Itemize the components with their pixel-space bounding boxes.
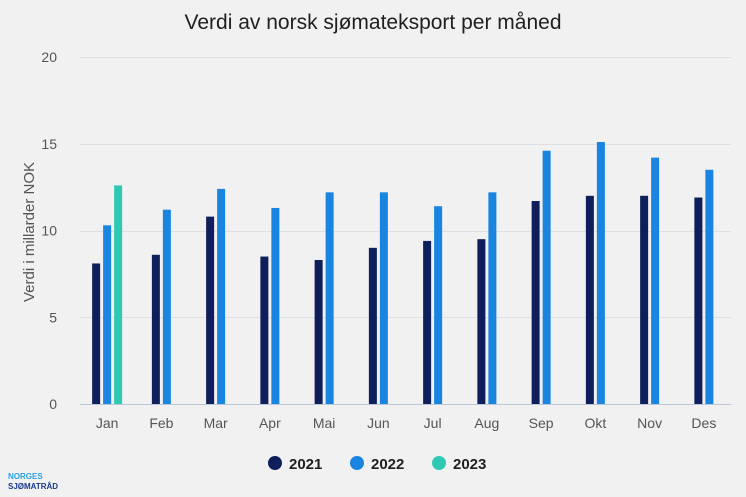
x-tick-label: Mar	[204, 415, 228, 431]
bar-2021-mai	[314, 259, 323, 404]
x-tick-label: Nov	[637, 415, 662, 431]
logo-line-2: SJØMATRÅD	[8, 482, 58, 491]
legend: 2021 2022 2023	[268, 456, 486, 473]
y-axis-label: Verdi i millarder NOK	[21, 162, 38, 302]
x-tick-label: Feb	[149, 415, 173, 431]
bar-2022-okt	[596, 142, 605, 404]
bar-2022-feb	[162, 209, 171, 404]
bar-2021-feb	[151, 254, 160, 404]
gridlines	[80, 57, 731, 318]
bar-2022-mar	[217, 188, 226, 404]
bar-2022-apr	[271, 207, 280, 404]
bar-2021-mar	[206, 216, 215, 404]
bar-2022-nov	[651, 157, 660, 404]
bar-2021-okt	[585, 195, 594, 404]
bar-2023-jan	[114, 185, 123, 404]
bar-2022-jan	[103, 225, 112, 404]
legend-label-2023: 2023	[453, 456, 486, 473]
y-tick-label: 5	[49, 309, 57, 325]
x-tick-label: Sep	[529, 415, 554, 431]
x-tick-label: Jan	[96, 415, 119, 431]
legend-label-2021: 2021	[289, 456, 322, 473]
chart-title: Verdi av norsk sjømateksport per måned	[185, 11, 562, 34]
y-tick-labels: 0 5 10 15 20	[41, 49, 57, 412]
legend-marker-2022	[350, 456, 364, 470]
bar-2021-des	[694, 197, 703, 404]
y-tick-label: 10	[41, 223, 57, 239]
bar-2021-nov	[640, 195, 649, 404]
bar-2022-des	[705, 169, 714, 404]
bars	[92, 142, 714, 404]
x-tick-label: Mai	[313, 415, 336, 431]
bar-2022-jul	[434, 206, 443, 404]
bar-2021-jan	[92, 263, 101, 404]
legend-marker-2021	[268, 456, 282, 470]
norges-sjomatrad-logo: NORGES SJØMATRÅD	[8, 472, 58, 491]
bar-2021-sep	[531, 201, 540, 404]
bar-2022-mai	[325, 192, 334, 404]
bar-2022-aug	[488, 192, 497, 404]
y-tick-label: 15	[41, 136, 57, 152]
x-tick-label: Okt	[584, 415, 606, 431]
x-tick-label: Apr	[259, 415, 281, 431]
legend-label-2022: 2022	[371, 456, 404, 473]
x-tick-label: Des	[691, 415, 716, 431]
x-tick-label: Aug	[474, 415, 499, 431]
bar-2021-jun	[368, 247, 377, 404]
bar-2022-jun	[379, 192, 388, 404]
y-tick-label: 0	[49, 396, 57, 412]
x-tick-labels: Jan Feb Mar Apr Mai Jun Jul Aug Sep Okt Nov Des	[96, 415, 716, 431]
y-tick-label: 20	[41, 49, 57, 65]
bar-2021-aug	[477, 239, 486, 404]
logo-line-1: NORGES	[8, 472, 43, 481]
bar-2022-sep	[542, 150, 551, 404]
legend-marker-2023	[432, 456, 446, 470]
x-tick-label: Jul	[424, 415, 442, 431]
x-tick-label: Jun	[367, 415, 390, 431]
bar-2021-jul	[423, 240, 432, 404]
bar-2021-apr	[260, 256, 269, 404]
